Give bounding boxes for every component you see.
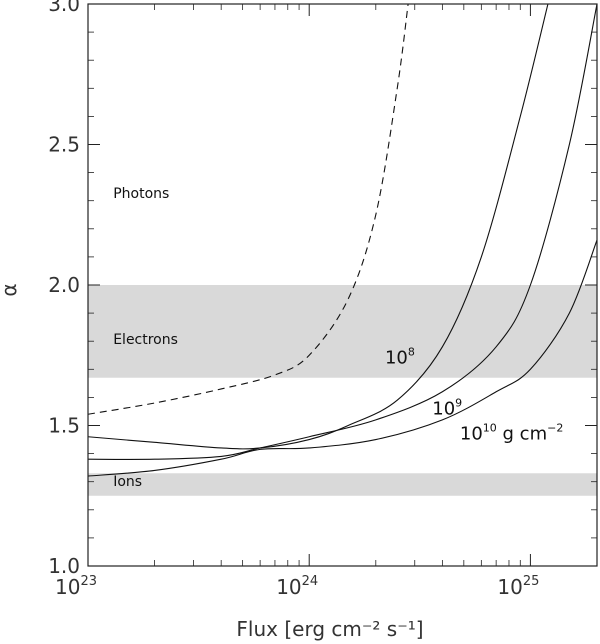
y-axis-title: α: [0, 283, 21, 296]
series-line-2: [88, 4, 597, 460]
x-tick-label: 1025: [497, 574, 539, 599]
curve-label-0: 108: [385, 346, 415, 369]
band-electrons: [88, 285, 597, 378]
x-tick-label: 1023: [55, 574, 97, 599]
x-tick-label: 1024: [276, 574, 318, 599]
series-line-0: [88, 4, 409, 415]
band-label-ions: Ions: [113, 474, 142, 490]
ticks-layer: 1.0 1.5 2.0 2.5 3.0 1023 1024 1025: [48, 0, 598, 599]
bands-layer: [88, 285, 597, 496]
y-tick-label: 1.0: [48, 554, 80, 578]
band-ions: [88, 473, 597, 496]
curve-label-1: 109: [432, 396, 462, 419]
curve-label-2: 1010 g cm−2: [460, 422, 563, 445]
y-tick-label: 3.0: [48, 0, 80, 16]
series-line-3: [88, 239, 597, 477]
curves-layer: [88, 4, 597, 477]
y-tick-label: 2.0: [48, 273, 80, 297]
band-label-photons: Photons: [113, 186, 169, 202]
band-label-electrons: Electrons: [113, 332, 178, 348]
y-tick-label: 1.5: [48, 414, 80, 438]
x-axis-title: Flux [erg cm⁻² s⁻¹]: [236, 617, 423, 641]
y-tick-label: 2.5: [48, 133, 80, 157]
labels-layer: Photons Electrons Ions 108 109 1010 g cm−2: [113, 186, 563, 490]
series-line-1: [88, 4, 549, 450]
